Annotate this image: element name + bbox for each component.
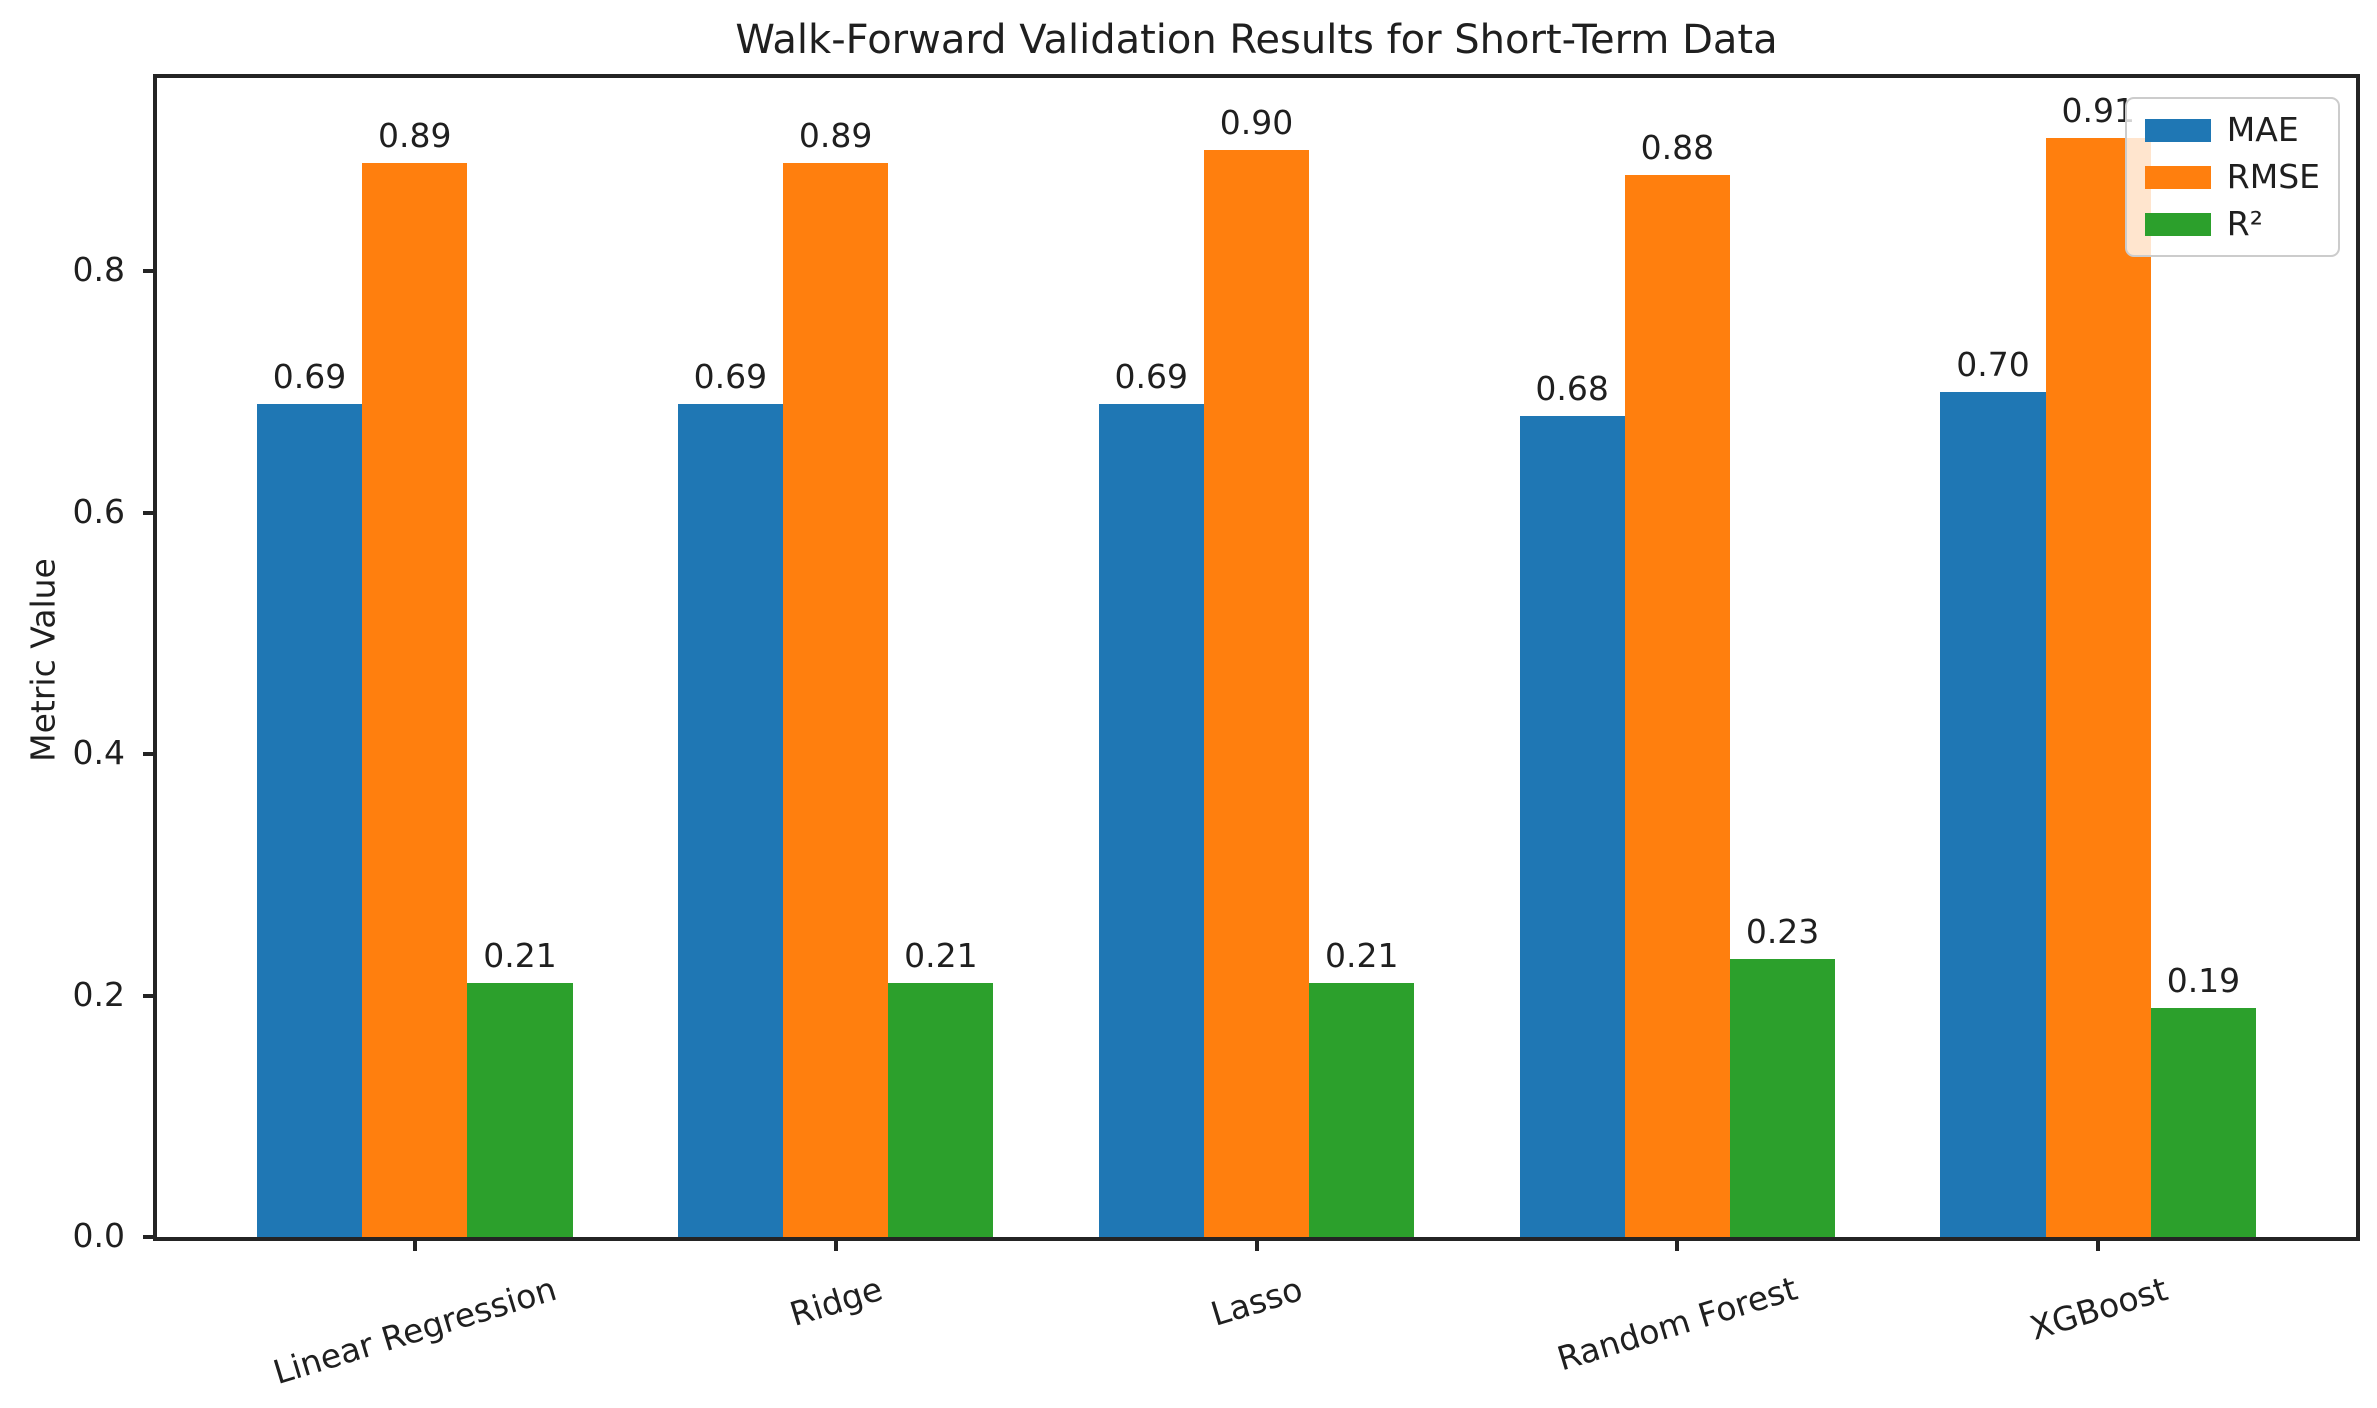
bar-value-label: 0.21 [1324,936,1399,976]
bar [2045,138,2151,1237]
legend-item-r2: R² [2144,204,2320,243]
legend-label-r2: R² [2226,204,2263,243]
y-tick-mark [143,993,153,998]
bar [1519,416,1625,1237]
y-tick-label: 0.4 [72,733,125,773]
bar [2150,1007,2257,1237]
bar [677,403,784,1237]
y-tick-label: 0.8 [72,250,125,290]
legend-label-mae: MAE [2226,110,2299,149]
bar-value-label: 0.88 [1640,127,1715,167]
y-tick-label: 0.2 [72,974,125,1014]
bar-value-label: 0.90 [1219,103,1294,143]
legend-swatch-mae [2144,118,2211,142]
y-axis-label: Metric Value [23,558,63,762]
x-tick-label: Linear Regression [268,1269,561,1393]
y-tick-label: 0.0 [72,1216,125,1255]
y-tick-mark [143,269,153,274]
bar [467,983,573,1237]
x-tick-mark [1675,1241,1680,1251]
bar [888,983,994,1237]
legend: MAE RMSE R² [2124,97,2340,257]
y-tick-mark [143,510,153,515]
bar-value-label: 0.89 [378,115,452,155]
x-tick-label: Random Forest [1553,1268,1803,1379]
y-tick-mark [143,752,153,757]
x-tick-mark [2096,1241,2101,1251]
legend-item-mae: MAE [2144,110,2320,149]
x-tick-label: XGBoost [2025,1268,2172,1348]
x-tick-mark [412,1241,417,1251]
x-tick-mark [833,1241,838,1251]
bar [1309,983,1415,1237]
x-tick-label: Ridge [784,1268,887,1334]
bar-value-label: 0.70 [1956,344,2030,384]
bar [1729,959,1836,1237]
bar-value-label: 0.21 [904,936,978,976]
bar [362,162,468,1237]
legend-swatch-r2 [2144,212,2211,236]
chart-title: Walk-Forward Validation Results for Shor… [735,17,1778,63]
bar-value-label: 0.89 [798,115,873,155]
legend-label-rmse: RMSE [2226,157,2320,196]
bar-value-label: 0.21 [483,936,557,976]
bar-value-label: 0.91 [2061,91,2135,131]
bar [783,162,889,1237]
bar-value-label: 0.69 [272,356,347,396]
bar-value-label: 0.69 [1114,356,1189,396]
bar-value-label: 0.68 [1535,369,1609,409]
legend-item-rmse: RMSE [2144,157,2320,196]
bar [256,403,363,1237]
bar-value-label: 0.23 [1745,912,1820,952]
bar [1098,403,1204,1237]
bar-value-label: 0.69 [693,356,768,396]
y-tick-mark [143,1235,153,1239]
bar [1203,150,1310,1237]
x-tick-label: Lasso [1206,1268,1307,1334]
plot-area: MAE RMSE R² 0.0 0.2 0.4 0.6 0.8 Linear Regres… [73,74,2360,1392]
bar [1940,391,2046,1237]
bar [1624,174,1730,1237]
y-tick-label: 0.6 [72,491,125,531]
bar-value-label: 0.19 [2166,960,2241,1000]
x-tick-mark [1254,1241,1259,1251]
legend-swatch-rmse [2144,165,2211,189]
